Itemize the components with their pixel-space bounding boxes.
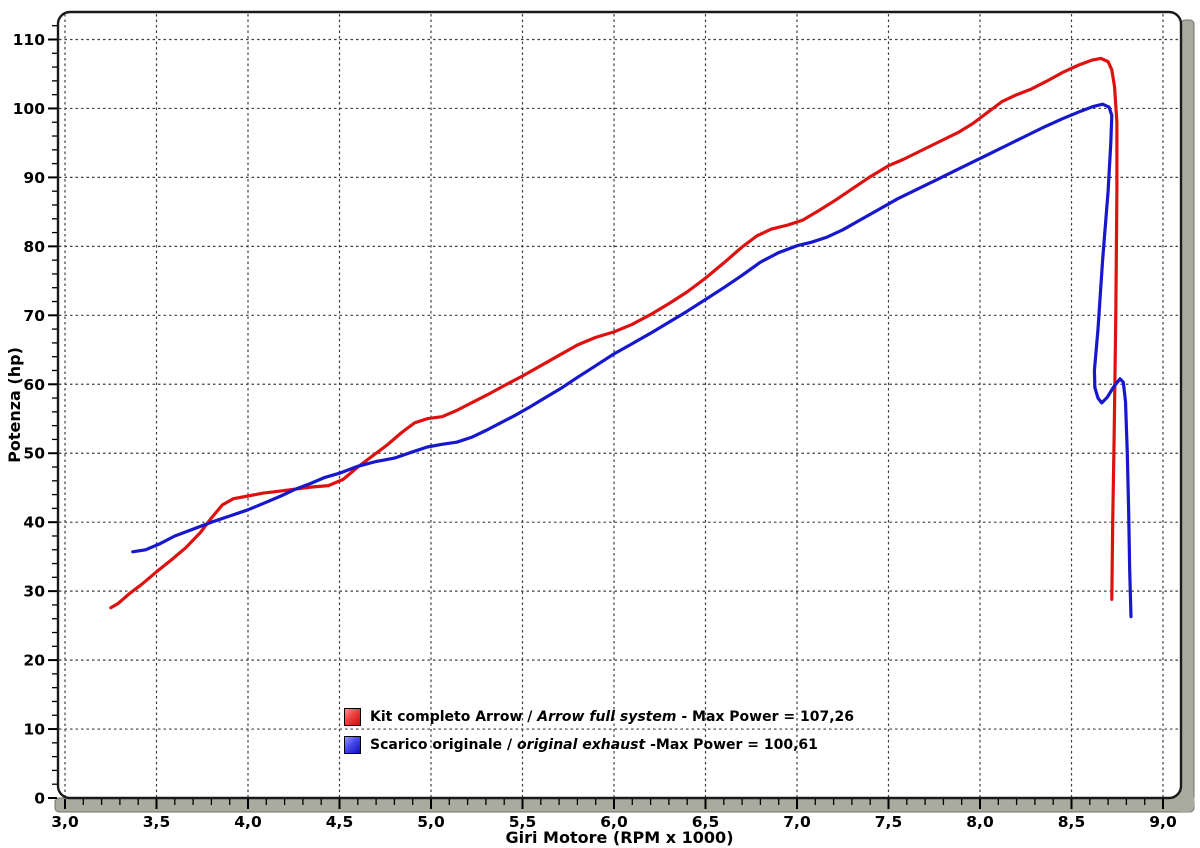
original-series-swatch — [344, 736, 361, 754]
y-tick-labels: 0 10 20 30 40 50 60 70 80 90 100 110 — [13, 31, 46, 808]
y-tick-label: 110 — [13, 31, 46, 49]
y-tick-label: 40 — [23, 514, 45, 532]
bezel-corner — [1175, 792, 1194, 812]
x-tick-label: 5,5 — [509, 813, 536, 831]
y-tick-label: 90 — [23, 169, 45, 187]
y-tick-label: 10 — [23, 721, 45, 739]
right-bezel-bar — [1180, 19, 1195, 803]
plot-area — [58, 12, 1181, 798]
legend-label-original: Scarico originale / original exhaust -Ma… — [370, 737, 818, 753]
x-tick-label: 4,0 — [234, 813, 262, 831]
gridlines — [59, 14, 1180, 797]
x-tick-label: 6,0 — [600, 813, 628, 831]
y-tick-label: 50 — [23, 445, 45, 463]
x-tick-label: 8,5 — [1058, 813, 1085, 831]
x-tick-label: 3,0 — [51, 813, 79, 831]
y-tick-label: 70 — [23, 307, 45, 325]
legend-item-arrow-full-system: Kit completo Arrow / Arrow full system -… — [344, 706, 854, 728]
x-axis-title: Giri Motore (RPM x 1000) — [505, 828, 733, 847]
x-tick-label: 7,0 — [783, 813, 811, 831]
x-tick-label: 8,0 — [966, 813, 994, 831]
x-tick-label: 6,5 — [692, 813, 719, 831]
x-tick-labels: 3,0 3,5 4,0 4,5 5,0 5,5 6,0 6,5 7,0 7,5 8,0 8,5 9,0 — [51, 813, 1177, 831]
y-axis-title: Potenza (hp) — [5, 347, 24, 463]
x-tick-label: 5,0 — [417, 813, 445, 831]
x-axis-bar — [54, 797, 1195, 813]
legend-label-arrow: Kit completo Arrow / Arrow full system -… — [370, 709, 855, 725]
y-tick-label: 0 — [34, 790, 45, 808]
original-exhaust-curve — [131, 102, 1133, 619]
y-tick-label: 100 — [13, 100, 46, 118]
axis-ticks — [48, 25, 1164, 809]
x-tick-label: 4,5 — [326, 813, 353, 831]
x-tick-label: 9,0 — [1149, 813, 1177, 831]
y-tick-label: 60 — [23, 376, 45, 394]
arrow-series-swatch — [344, 708, 361, 726]
plot-border — [56, 10, 1183, 800]
x-tick-label: 7,5 — [875, 813, 902, 831]
y-tick-label: 80 — [23, 238, 45, 256]
x-tick-label: 3,5 — [143, 813, 170, 831]
y-tick-label: 20 — [23, 652, 45, 670]
legend-item-original-exhaust: Scarico originale / original exhaust -Ma… — [344, 734, 854, 756]
arrow-full-system-curve — [109, 56, 1119, 610]
legend: Kit completo Arrow / Arrow full system -… — [344, 706, 854, 762]
y-tick-label: 30 — [23, 583, 45, 601]
